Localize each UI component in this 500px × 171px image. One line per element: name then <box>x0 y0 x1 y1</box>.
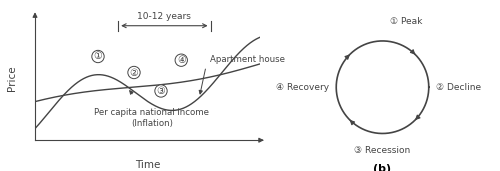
Text: (b): (b) <box>374 164 392 171</box>
Text: Apartment house: Apartment house <box>210 55 286 64</box>
Text: Price: Price <box>8 66 18 91</box>
Text: ④: ④ <box>177 55 186 65</box>
Text: 10-12 years: 10-12 years <box>138 12 192 21</box>
Text: Time: Time <box>135 160 160 170</box>
Text: ④ Recovery: ④ Recovery <box>276 83 329 92</box>
Text: ①: ① <box>94 51 102 62</box>
Text: ① Peak: ① Peak <box>390 17 422 25</box>
Text: ② Decline: ② Decline <box>436 83 481 92</box>
Text: ③ Recession: ③ Recession <box>354 146 410 155</box>
Text: ③: ③ <box>156 86 166 96</box>
Text: Per capita national income
(Inflation): Per capita national income (Inflation) <box>94 108 210 128</box>
Text: ②: ② <box>130 68 138 77</box>
